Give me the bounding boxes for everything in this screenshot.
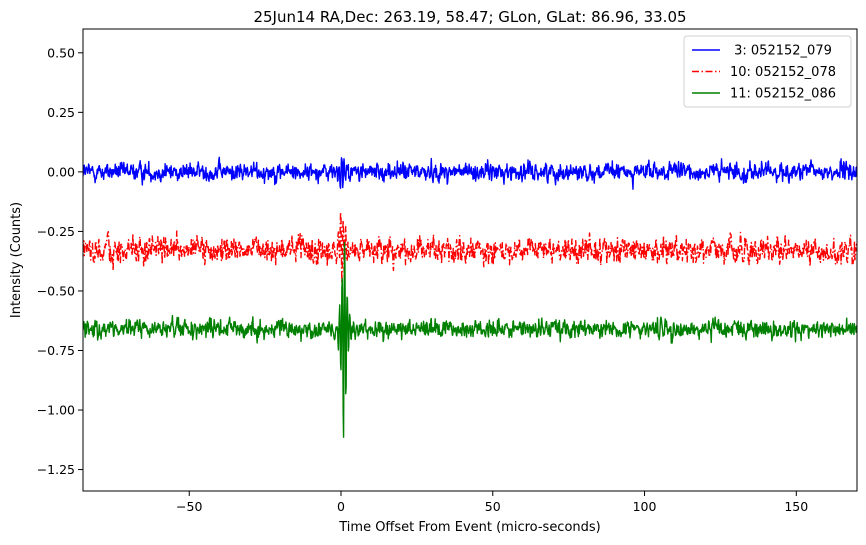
y-tick-label: −0.75 (37, 343, 75, 358)
legend-label: 11: 052152_086 (730, 87, 836, 102)
chart-title: 25Jun14 RA,Dec: 263.19, 58.47; GLon, GLa… (253, 8, 686, 26)
legend-label: 10: 052152_078 (730, 65, 836, 80)
y-tick-label: 0.00 (47, 164, 75, 179)
legend-box (683, 35, 852, 108)
y-tick-label: −0.50 (37, 283, 75, 298)
series-line (83, 241, 857, 438)
plot-frame (82, 28, 858, 492)
x-tick-label: 0 (337, 499, 345, 514)
y-tick-label: 0.50 (47, 45, 75, 60)
series-line (83, 211, 857, 284)
y-axis-label: Intensity (Counts) (9, 202, 24, 318)
x-tick-label: 150 (784, 499, 808, 514)
y-tick-label: −0.25 (37, 224, 75, 239)
legend: 3: 052152_079 10: 052152_078 11: 052152_08… (683, 35, 852, 108)
x-axis-label: Time Offset From Event (micro-seconds) (338, 520, 601, 535)
x-tick-label: 50 (485, 499, 501, 514)
y-tick-label: 0.25 (47, 105, 75, 120)
y-tick-label: −1.00 (37, 403, 75, 418)
legend-label: 3: 052152_079 (730, 44, 832, 59)
x-tick-label: 100 (633, 499, 657, 514)
y-tick-label: −1.25 (37, 462, 75, 477)
x-tick-label: −50 (176, 499, 202, 514)
x-axis: −50 0 50 100 150 (176, 491, 808, 514)
y-axis: 0.50 0.25 0.00 −0.25 −0.50 −0.75 −1.00 −1.25 (37, 45, 83, 477)
series-line (83, 156, 857, 190)
